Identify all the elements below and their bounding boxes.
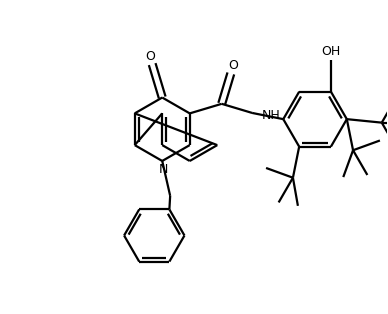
Text: OH: OH bbox=[321, 45, 341, 57]
Text: N: N bbox=[159, 163, 168, 176]
Text: NH: NH bbox=[262, 109, 281, 122]
Text: O: O bbox=[228, 59, 238, 72]
Text: O: O bbox=[145, 50, 155, 63]
